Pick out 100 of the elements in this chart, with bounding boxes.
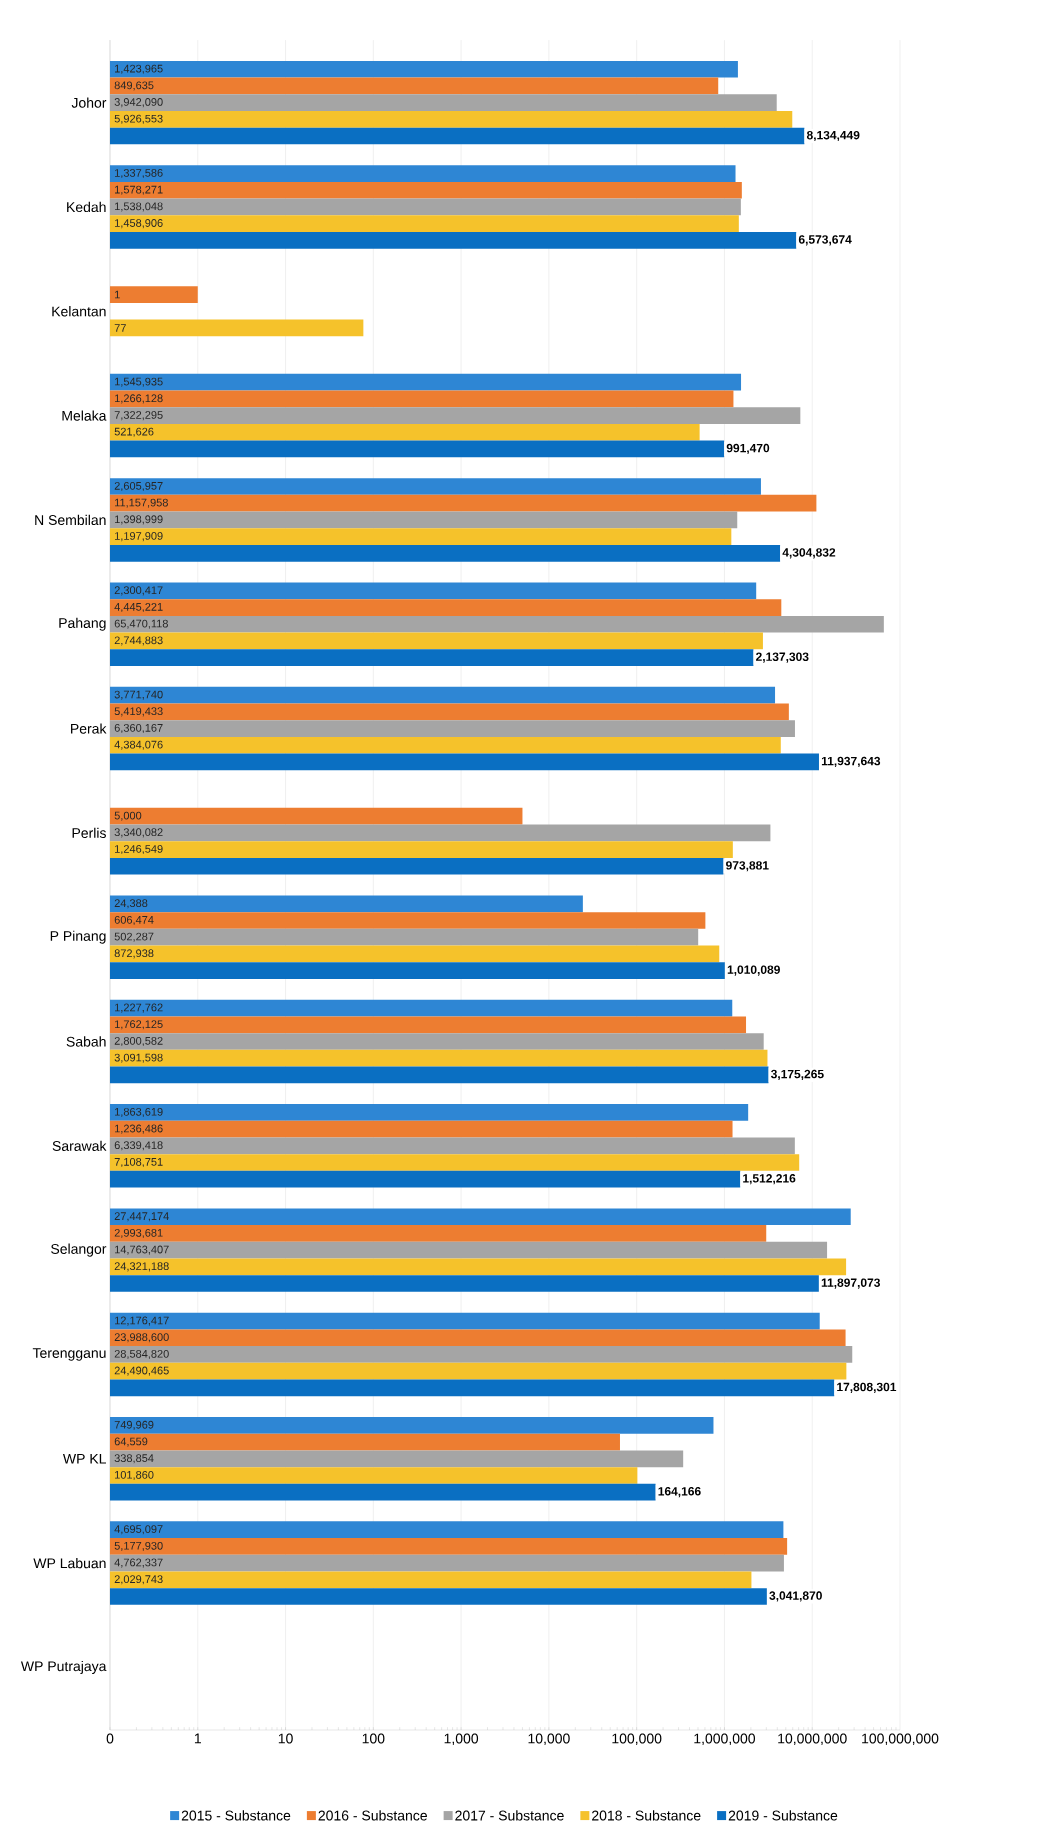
x-tick-label: 1,000,000 [694,1733,756,1746]
data-label: 1,337,586 [115,169,163,179]
data-label: 1,458,906 [115,219,163,229]
data-label: 872,938 [114,949,154,959]
y-tick-label: Pahang [59,617,106,631]
data-label: 606,474 [114,915,154,926]
x-tick-label: 1 [194,1733,201,1744]
data-label: 164,166 [658,1487,701,1498]
data-label: 2,800,582 [114,1036,163,1047]
data-label: 338,854 [114,1454,154,1464]
data-label: 5,926,553 [114,114,163,124]
data-label: 23,988,600 [114,1333,169,1343]
data-label: 1,246,549 [115,845,163,855]
data-label: 4,445,221 [114,603,163,613]
data-label: 1,545,935 [115,377,163,387]
data-label: 749,969 [114,1420,154,1430]
data-label: 3,942,090 [114,98,163,108]
data-label: 65,470,118 [114,619,168,629]
data-label: 5,177,930 [114,1541,163,1551]
data-label: 1,578,271 [115,185,163,195]
y-tick-label: Perak [71,723,107,734]
data-label: 2,029,743 [114,1575,163,1585]
y-tick-label: WP Labuan [33,1557,106,1569]
data-label: 27,447,174 [114,1212,169,1222]
legend-label: 2016 - Substance [318,1810,427,1821]
y-tick-label: Terengganu [32,1348,106,1361]
data-label: 4,762,337 [114,1558,163,1568]
data-label: 3,340,082 [114,828,163,838]
data-label: 1,010,089 [727,965,780,976]
x-tick-label: 10,000 [528,1733,570,1746]
data-label: 1,538,048 [115,202,163,212]
x-tick-label: 100,000 [612,1733,662,1746]
data-label: 2,605,957 [114,481,163,492]
y-tick-label: WP Putrajaya [20,1660,107,1674]
data-label: 849,635 [114,81,154,91]
y-tick-label: Kelantan [52,306,106,317]
data-label: 2,744,883 [114,636,163,646]
data-label: 8,134,449 [806,130,860,142]
data-label: 28,584,820 [114,1349,169,1360]
y-tick-label: Kedah [67,201,106,213]
data-label: 7,108,751 [114,1157,163,1168]
y-tick-label: Melaka [62,410,107,421]
data-label: 1,236,486 [115,1124,163,1134]
y-tick-label: WP KL [62,1453,106,1464]
data-label: 14,763,407 [115,1245,169,1255]
y-tick-label: Perlis [72,827,106,839]
data-label: 24,388 [114,899,148,909]
data-label: 12,176,417 [115,1316,169,1326]
data-label: 3,771,740 [114,690,163,700]
legend-label: 2018 - Substance [592,1810,701,1821]
data-label: 11,157,958 [115,498,168,508]
data-label: 521,626 [114,427,154,437]
x-tick-label: 1,000 [444,1733,479,1746]
data-label: 5,000 [114,811,142,821]
data-label: 3,175,265 [770,1069,824,1080]
data-label: 1,197,909 [115,532,163,542]
data-label: 991,470 [726,443,770,455]
data-label: 502,287 [114,932,154,942]
data-label: 1,762,125 [115,1020,163,1030]
x-tick-label: 10 [278,1733,293,1744]
y-tick-label: Selangor [51,1243,107,1257]
data-label: 11,897,073 [821,1278,880,1289]
legend-label: 2017 - Substance [455,1810,564,1821]
data-label: 11,937,643 [821,756,881,768]
data-label: 1,423,965 [115,64,163,74]
data-label: 24,490,465 [114,1366,169,1376]
data-label: 1,227,762 [115,1003,163,1013]
data-label: 3,041,870 [769,1591,822,1602]
data-label: 6,339,418 [114,1141,163,1151]
data-label: 6,360,167 [114,724,163,734]
x-tick-label: 100 [362,1733,385,1744]
data-label: 17,808,301 [837,1382,897,1393]
x-tick-label: 100,000,000 [862,1733,939,1746]
data-label: 1,512,216 [743,1174,796,1185]
data-label: 1,398,999 [115,515,163,525]
data-label: 973,881 [726,861,769,872]
y-tick-label: Sarawak [52,1140,107,1151]
data-label: 1 [115,290,120,299]
data-label: 24,321,188 [114,1262,169,1272]
data-label: 5,419,433 [114,707,163,717]
legend-label: 2015 - Substance [181,1810,291,1821]
y-tick-label: Johor [71,97,107,108]
data-label: 77 [114,324,126,332]
data-label: 6,573,674 [798,235,852,246]
data-label: 64,559 [114,1437,148,1447]
x-tick-label: 10,000,000 [778,1733,847,1746]
data-label: 101,860 [115,1470,154,1481]
data-label: 2,993,681 [114,1228,163,1238]
data-label: 4,304,832 [782,548,836,559]
y-tick-label: N Sembilan [35,514,106,526]
data-label: 1,863,619 [115,1107,163,1117]
legend-label: 2019 - Substance [728,1810,838,1821]
data-label: 2,300,417 [114,586,163,596]
data-label: 3,091,598 [114,1053,163,1063]
y-tick-label: P Pinang [50,930,106,944]
data-label: 4,695,097 [114,1525,163,1535]
data-label: 4,384,076 [114,740,163,750]
data-label: 7,322,295 [114,411,163,421]
y-tick-label: Sabah [66,1036,106,1047]
data-label: 2,137,303 [756,652,809,663]
